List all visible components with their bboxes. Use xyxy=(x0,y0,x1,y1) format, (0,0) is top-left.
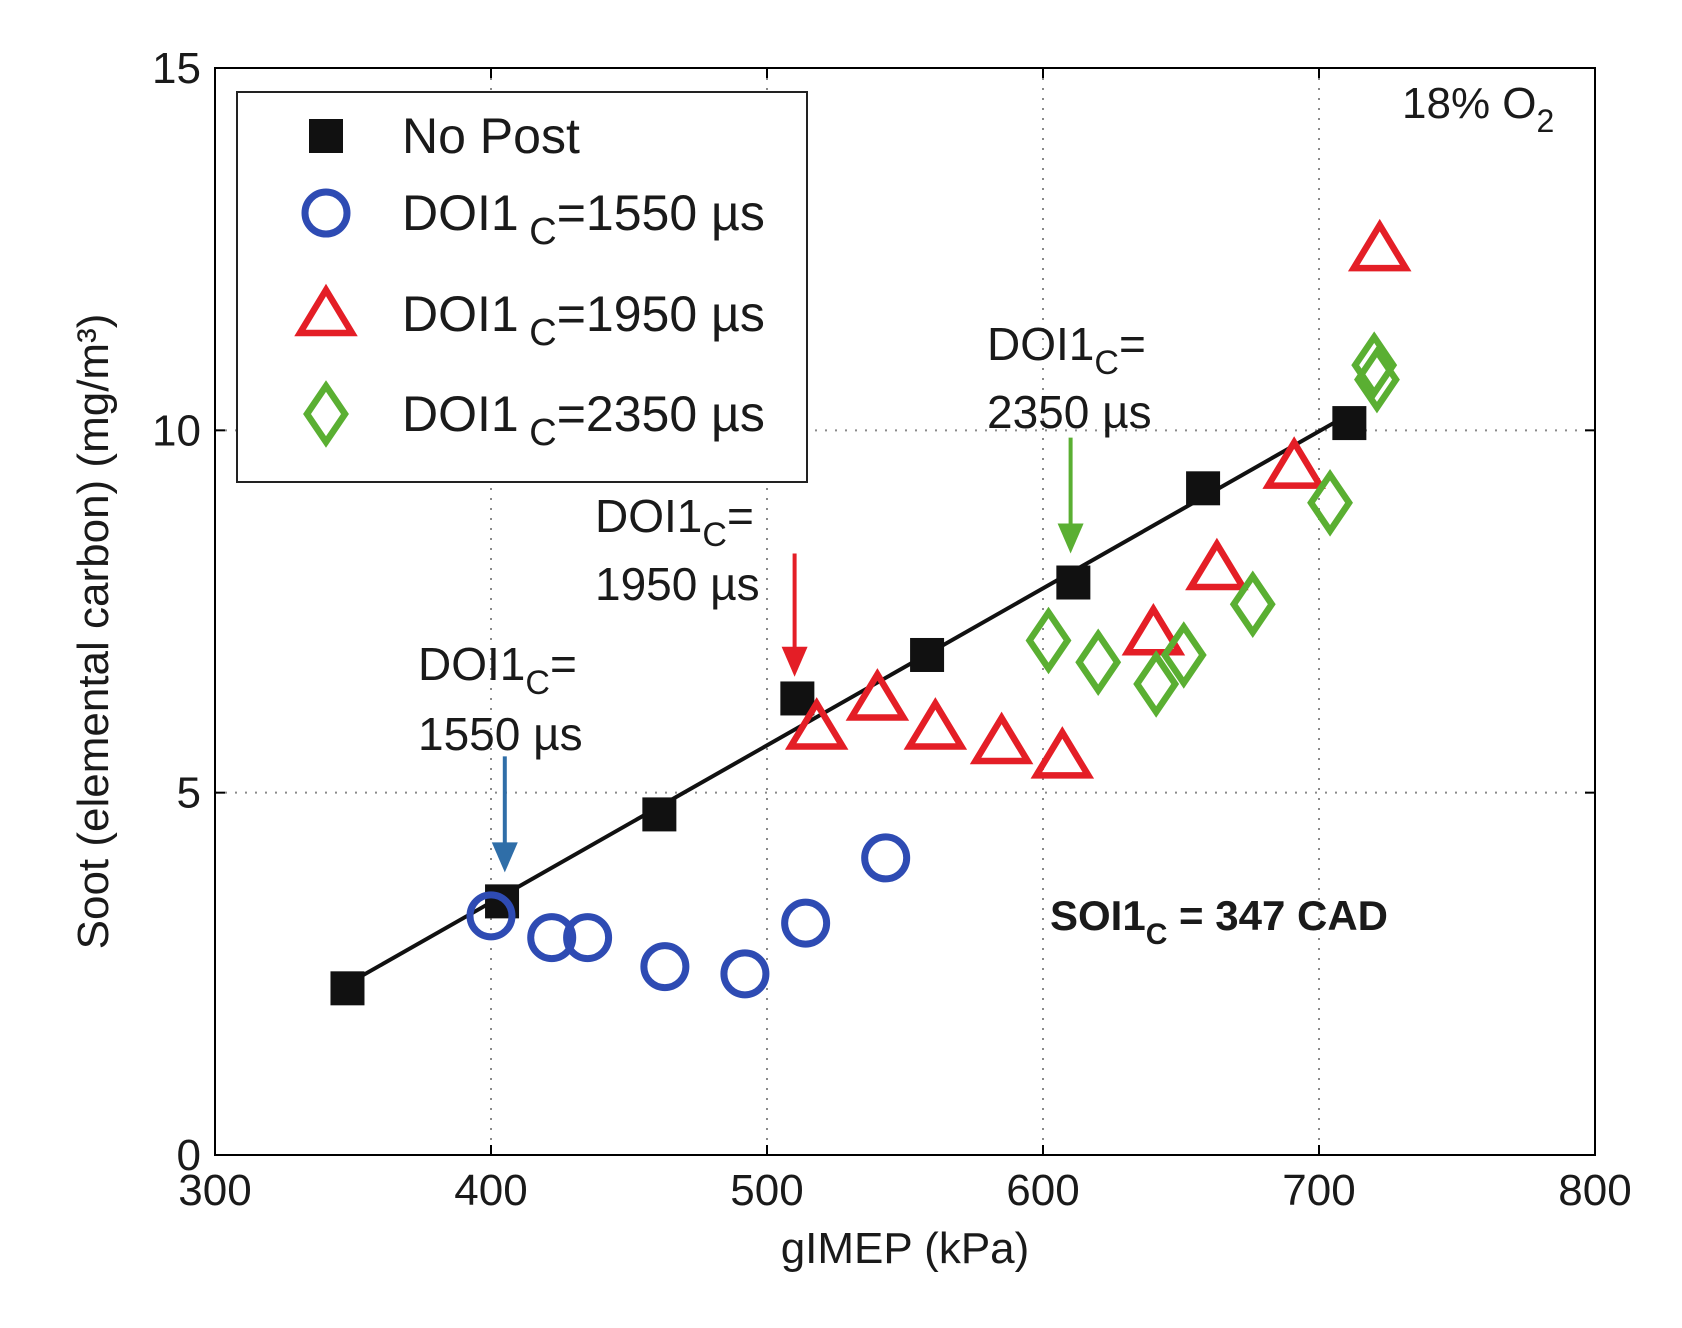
annotation-2350-line1: DOI1C= xyxy=(987,318,1146,382)
x-axis-title: gIMEP (kPa) xyxy=(781,1224,1030,1273)
doi1c-1550-point xyxy=(861,833,911,883)
x-tick-label: 800 xyxy=(1558,1166,1631,1215)
doi1c-1950-point xyxy=(1185,537,1249,591)
y-tick-label: 15 xyxy=(152,44,201,93)
doi1c-2350-point xyxy=(1229,570,1276,639)
x-tick-label: 300 xyxy=(178,1166,251,1215)
no-post-point xyxy=(910,637,945,672)
axis-ticks: 300 400 500 600 700 800 0 5 10 15 xyxy=(152,44,1632,1215)
chart-labels: SOI1C = 347 CAD 18% O2 xyxy=(1050,79,1554,951)
no-post-point xyxy=(1186,471,1221,506)
x-tick-label: 700 xyxy=(1282,1166,1355,1215)
doi1c-1550-point xyxy=(640,942,690,992)
no-post-point xyxy=(330,971,365,1006)
doi1c-1550-point xyxy=(563,913,613,963)
legend-label-2: DOI1 C=1550 µs xyxy=(402,185,765,253)
doi1c-1950-point xyxy=(903,697,968,750)
doi1c-1950-point xyxy=(1262,436,1326,489)
plot-frame xyxy=(214,67,1596,1156)
o2-label: 18% O2 xyxy=(1402,79,1554,139)
y-tick-label: 0 xyxy=(177,1131,201,1180)
annotation-1950-arrow-head xyxy=(781,646,808,677)
x-tick-label: 600 xyxy=(1006,1166,1079,1215)
doi1c-2350-point xyxy=(1133,650,1180,718)
doi1c-2350-point xyxy=(1075,628,1122,697)
doi1c-1950-point xyxy=(969,711,1034,765)
doi1c-1950-point xyxy=(784,697,849,750)
annotation-1550-line2: 1550 µs xyxy=(418,708,583,760)
no-post-point xyxy=(1332,406,1367,441)
doi1c-1550-point xyxy=(527,913,577,963)
legend-marker-3 xyxy=(294,283,358,337)
annotation-2350-arrow-head xyxy=(1057,523,1084,554)
doi1c-1550-point xyxy=(720,949,770,999)
annotation-1950-line1: DOI1C= xyxy=(595,490,754,554)
annotation-2350-line2: 2350 µs xyxy=(987,386,1152,438)
doi1c-1550-point xyxy=(781,898,831,948)
data-points xyxy=(330,218,1412,1006)
x-tick-label: 500 xyxy=(730,1166,803,1215)
legend-box xyxy=(236,91,808,483)
annotation-1550-arrow-head xyxy=(491,842,518,873)
doi1c-1950-point xyxy=(1121,602,1186,656)
legend-marker-4 xyxy=(303,380,349,448)
doi1c-1950-point xyxy=(1030,726,1095,779)
doi1c-1950-point xyxy=(1347,218,1412,272)
y-tick-label: 5 xyxy=(177,769,201,818)
legend-marker-1 xyxy=(309,119,343,153)
legend-label-3: DOI1 C=1950 µs xyxy=(402,286,765,354)
legend: No Post DOI1 C=1550 µs DOI1 C=1950 µs DOI1 … xyxy=(236,91,808,483)
no-post-point xyxy=(1056,565,1091,600)
doi1c-1550-point xyxy=(466,891,516,941)
doi1c-2350-point xyxy=(1160,621,1207,689)
legend-marker-2 xyxy=(301,188,351,238)
doi1c-2350-point xyxy=(1351,331,1398,399)
legend-label-4: DOI1 C=2350 µs xyxy=(402,386,765,454)
x-tick-label: 400 xyxy=(454,1166,527,1215)
legend-label-1: No Post xyxy=(402,108,580,164)
doi1c-2350-point xyxy=(1354,345,1400,414)
annotation-1550-line1: DOI1C= xyxy=(418,638,577,702)
annotation-1950-line2: 1950 µs xyxy=(595,558,760,610)
soi-label: SOI1C = 347 CAD xyxy=(1050,892,1388,951)
y-axis-title: Soot (elemental carbon) (mg/m³) xyxy=(69,314,118,950)
no-post-point xyxy=(642,797,677,832)
no-post-point xyxy=(780,681,815,716)
y-tick-label: 10 xyxy=(152,406,201,455)
doi1c-2350-point xyxy=(1025,606,1072,675)
doi1c-1950-point xyxy=(845,668,910,721)
doi1c-2350-point xyxy=(1307,469,1353,537)
